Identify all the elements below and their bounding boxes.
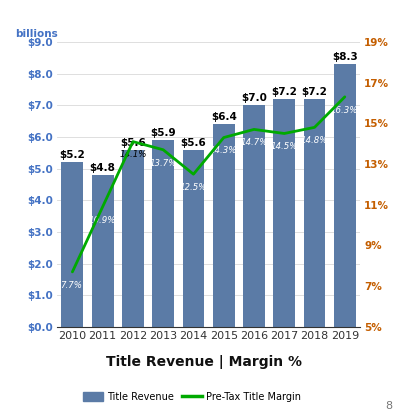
Bar <box>213 124 235 327</box>
Text: 14.5%: 14.5% <box>270 142 298 151</box>
Text: $6.4: $6.4 <box>211 112 237 122</box>
Legend: Title Revenue, Pre-Tax Title Margin: Title Revenue, Pre-Tax Title Margin <box>79 388 305 406</box>
Bar <box>182 150 204 327</box>
Bar <box>61 162 83 327</box>
Bar <box>273 99 295 327</box>
Text: $5.2: $5.2 <box>60 150 85 160</box>
Text: $8.3: $8.3 <box>332 52 357 62</box>
Text: Title Revenue | Margin %: Title Revenue | Margin % <box>106 355 303 370</box>
Text: $5.6: $5.6 <box>120 137 146 147</box>
Bar <box>243 105 265 327</box>
Text: $5.6: $5.6 <box>181 137 206 147</box>
Text: 8: 8 <box>386 401 393 411</box>
Text: 14.3%: 14.3% <box>210 146 238 155</box>
Bar <box>92 175 114 327</box>
Text: 16.3%: 16.3% <box>331 106 359 115</box>
Bar <box>122 150 144 327</box>
Text: $5.9: $5.9 <box>151 128 176 138</box>
Text: 14.7%: 14.7% <box>240 138 268 147</box>
Text: $4.8: $4.8 <box>90 163 116 173</box>
Bar <box>152 140 174 327</box>
Text: 14.8%: 14.8% <box>301 136 328 145</box>
Text: 14.1%: 14.1% <box>119 150 147 160</box>
Text: 7.7%: 7.7% <box>60 282 82 290</box>
Text: 13.7%: 13.7% <box>149 159 177 168</box>
Bar <box>334 64 356 327</box>
Text: $7.2: $7.2 <box>271 87 297 97</box>
Text: billions: billions <box>15 29 58 39</box>
Text: $7.2: $7.2 <box>301 87 328 97</box>
Text: $7.0: $7.0 <box>241 93 267 103</box>
Text: 12.5%: 12.5% <box>180 183 207 192</box>
Bar <box>303 99 326 327</box>
Text: 10.9%: 10.9% <box>89 216 117 225</box>
